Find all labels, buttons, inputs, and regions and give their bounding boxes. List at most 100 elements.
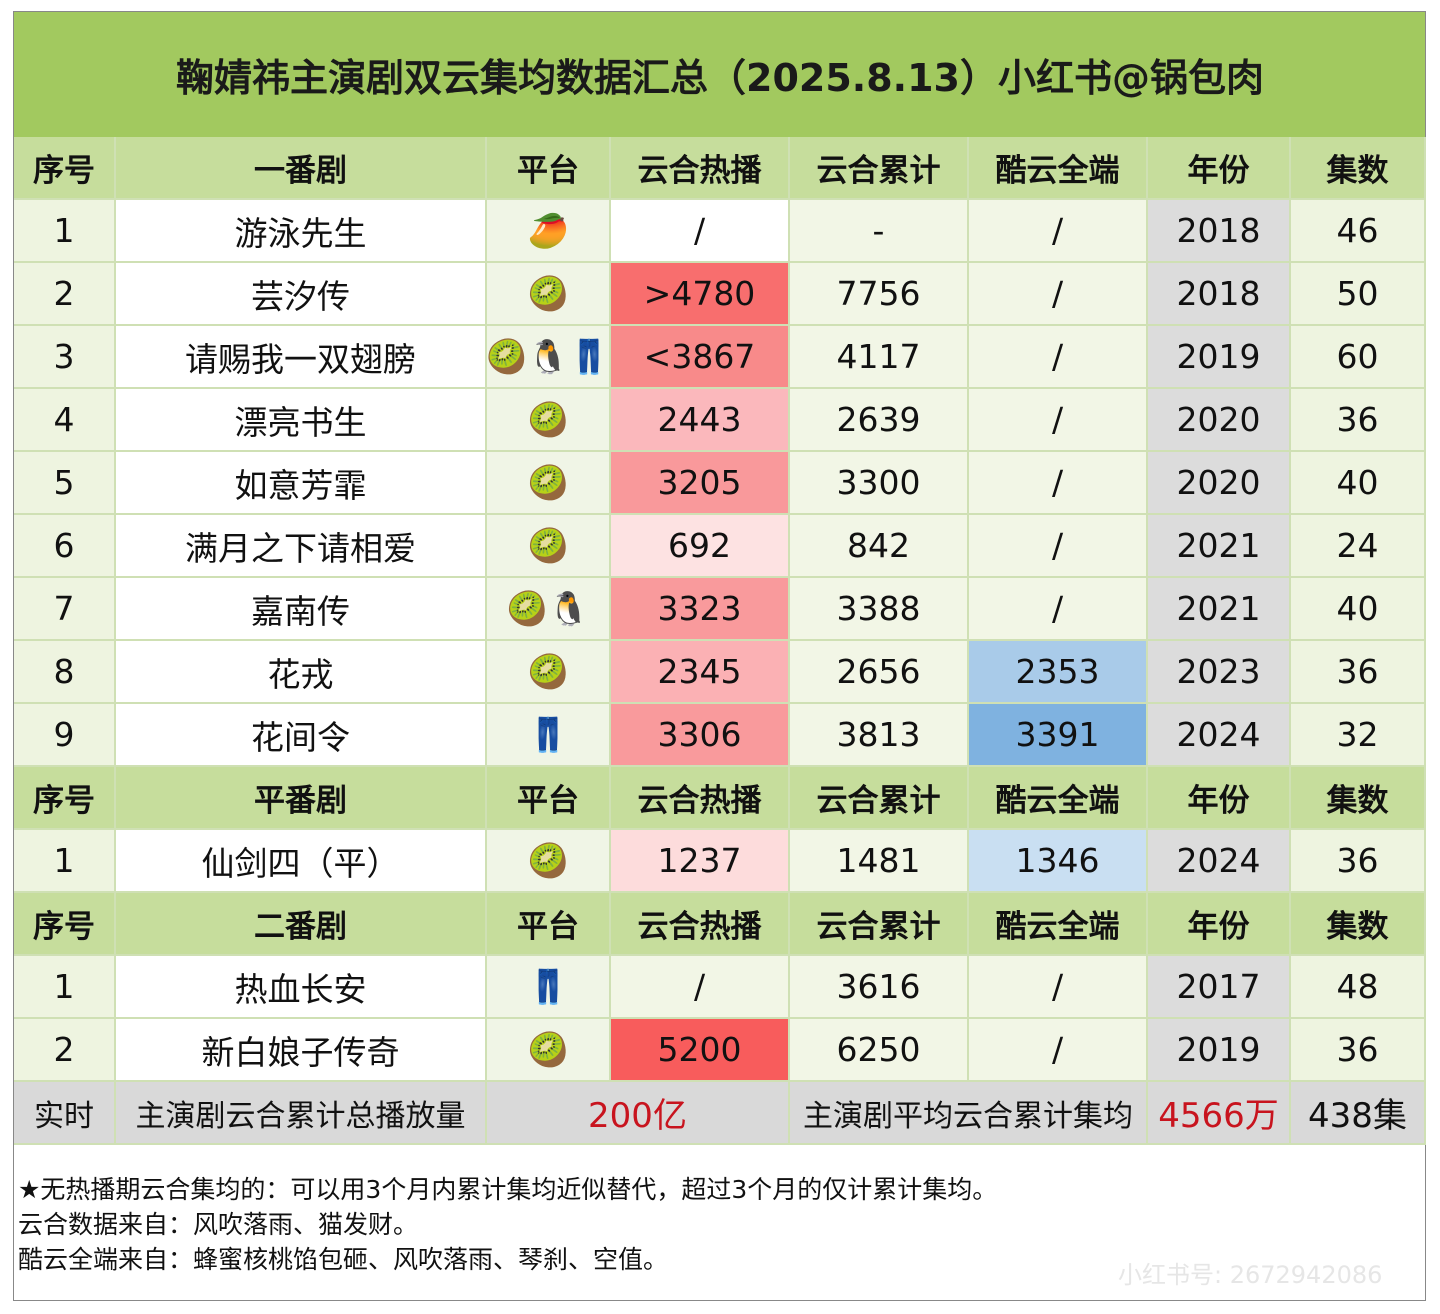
table-cell: 3388	[790, 578, 969, 641]
table-cell: 如意芳霏	[116, 452, 487, 515]
header-cell: 云合热播	[611, 137, 790, 200]
table-cell: 花间令	[116, 704, 487, 767]
table-cell: /	[969, 263, 1148, 326]
table-cell: 2024	[1148, 704, 1291, 767]
summary-cell: 主演剧云合累计总播放量	[116, 1082, 487, 1145]
table-cell: /	[969, 956, 1148, 1019]
table-cell: /	[969, 578, 1148, 641]
platform-icons: 🥭	[487, 200, 611, 263]
header-cell: 集数	[1291, 893, 1426, 956]
table-cell: 40	[1291, 578, 1426, 641]
header-cell: 年份	[1148, 137, 1291, 200]
header-cell: 云合热播	[611, 767, 790, 830]
header-cell: 集数	[1291, 767, 1426, 830]
table-cell: 2021	[1148, 578, 1291, 641]
table-cell: 2020	[1148, 389, 1291, 452]
table-cell: 2656	[790, 641, 969, 704]
header-cell: 云合热播	[611, 893, 790, 956]
platform-icons: 🥝	[487, 641, 611, 704]
table-cell: 1346	[969, 830, 1148, 893]
table-cell: 1	[14, 956, 116, 1019]
table-cell: 2020	[1148, 452, 1291, 515]
header-cell: 年份	[1148, 767, 1291, 830]
watermark: 小红书号: 2672942086	[1118, 1261, 1383, 1289]
table-cell: 2019	[1148, 326, 1291, 389]
table-cell: 2024	[1148, 830, 1291, 893]
table-cell: 2019	[1148, 1019, 1291, 1082]
table-cell: 3205	[611, 452, 790, 515]
table-cell: 3813	[790, 704, 969, 767]
summary-cell: 4566万	[1148, 1082, 1291, 1145]
table-cell: 请赐我一双翅膀	[116, 326, 487, 389]
table-cell: 新白娘子传奇	[116, 1019, 487, 1082]
table-cell: 3391	[969, 704, 1148, 767]
summary-cell: 200亿	[487, 1082, 790, 1145]
table-cell: 1	[14, 200, 116, 263]
header-cell: 一番剧	[116, 137, 487, 200]
table-cell: 2	[14, 1019, 116, 1082]
header-cell: 云合累计	[790, 893, 969, 956]
table-cell: -	[790, 200, 969, 263]
table-cell: 游泳先生	[116, 200, 487, 263]
table-cell: >4780	[611, 263, 790, 326]
table-cell: 仙剑四（平）	[116, 830, 487, 893]
table-cell: 2353	[969, 641, 1148, 704]
table-cell: 4117	[790, 326, 969, 389]
header-cell: 平台	[487, 893, 611, 956]
table-cell: /	[969, 452, 1148, 515]
platform-icons: 🥝🐧👖	[486, 326, 611, 389]
table-cell: 2639	[790, 389, 969, 452]
table-cell: 5	[14, 452, 116, 515]
table-cell: /	[611, 956, 790, 1019]
platform-icons: 🥝	[487, 263, 611, 326]
table-cell: 3	[14, 326, 116, 389]
note: 云合数据来自：风吹落雨、猫发财。	[18, 1210, 419, 1239]
table-cell: 3323	[611, 578, 790, 641]
table-cell: 2443	[611, 389, 790, 452]
summary-cell: 438集	[1291, 1082, 1426, 1145]
table-cell: 24	[1291, 515, 1426, 578]
table-cell: 1	[14, 830, 116, 893]
table-cell: /	[969, 326, 1148, 389]
table-cell: 36	[1291, 1019, 1426, 1082]
header-cell: 酷云全端	[969, 767, 1148, 830]
table-cell: 2021	[1148, 515, 1291, 578]
table-cell: 2018	[1148, 200, 1291, 263]
header-cell: 序号	[14, 893, 116, 956]
platform-icons: 👖	[487, 956, 611, 1019]
note: ★无热播期云合集均的：可以用3个月内累计集均近似替代，超过3个月的仅计累计集均。	[18, 1175, 998, 1204]
table-cell: 花戎	[116, 641, 487, 704]
table-cell: 满月之下请相爱	[116, 515, 487, 578]
table-cell: 7	[14, 578, 116, 641]
table-cell: 6	[14, 515, 116, 578]
table-cell: 32	[1291, 704, 1426, 767]
summary-cell: 主演剧平均云合累计集均	[790, 1082, 1148, 1145]
table-cell: /	[969, 389, 1148, 452]
table-cell: 2345	[611, 641, 790, 704]
table-cell: 36	[1291, 830, 1426, 893]
table-cell: 1237	[611, 830, 790, 893]
table-cell: /	[611, 200, 790, 263]
table-cell: 芸汐传	[116, 263, 487, 326]
table-cell: /	[969, 1019, 1148, 1082]
platform-icons: 🥝	[487, 830, 611, 893]
table-cell: 8	[14, 641, 116, 704]
header-cell: 平番剧	[116, 767, 487, 830]
header-cell: 序号	[14, 767, 116, 830]
table-cell: 60	[1291, 326, 1426, 389]
table-cell: 漂亮书生	[116, 389, 487, 452]
table-cell: 46	[1291, 200, 1426, 263]
header-cell: 云合累计	[790, 137, 969, 200]
table-cell: /	[969, 200, 1148, 263]
table-cell: 1481	[790, 830, 969, 893]
table-cell: <3867	[611, 326, 790, 389]
note: 酷云全端来自：蜂蜜核桃馅包砸、风吹落雨、琴刹、空值。	[18, 1245, 669, 1274]
table-cell: 3306	[611, 704, 790, 767]
header-cell: 序号	[14, 137, 116, 200]
table-cell: 48	[1291, 956, 1426, 1019]
table-cell: 3616	[790, 956, 969, 1019]
table-cell: 热血长安	[116, 956, 487, 1019]
platform-icons: 👖	[487, 704, 611, 767]
platform-icons: 🥝	[487, 515, 611, 578]
